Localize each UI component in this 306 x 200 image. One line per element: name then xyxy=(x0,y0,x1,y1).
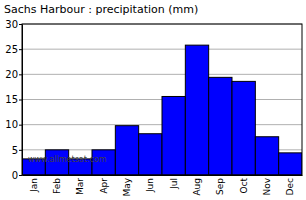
x-tick-label: Oct xyxy=(239,178,249,194)
x-tick-label: Nov xyxy=(262,177,272,195)
x-tick: Feb xyxy=(52,175,62,194)
x-tick-label: Apr xyxy=(99,178,109,194)
bar xyxy=(185,45,208,175)
y-tick: 15 xyxy=(5,94,22,105)
bar xyxy=(115,126,138,175)
bar xyxy=(255,137,278,175)
x-tick-label: Aug xyxy=(192,178,202,196)
x-tick: Dec xyxy=(285,175,295,195)
y-tick-label: 5 xyxy=(12,145,18,156)
y-tick-label: 10 xyxy=(5,119,18,130)
grid-line xyxy=(22,74,302,75)
y-tick: 30 xyxy=(5,19,22,30)
x-tick-label: Mar xyxy=(75,178,85,195)
y-axis: 0 5 10 15 20 25 30 xyxy=(5,19,22,181)
x-tick-label: Jul xyxy=(169,178,179,190)
x-tick: May xyxy=(122,175,132,197)
x-tick: Jul xyxy=(169,175,179,190)
annotation: www.allmetsat.com xyxy=(28,155,107,164)
chart-container: Sachs Harbour : precipitation (mm) 0 5 10 15… xyxy=(0,0,306,200)
x-tick-label: Feb xyxy=(52,178,62,194)
x-tick: Nov xyxy=(262,175,272,196)
x-tick-label: May xyxy=(122,177,132,196)
x-tick: Sep xyxy=(215,175,225,195)
y-tick: 20 xyxy=(5,69,22,80)
plot: 0 5 10 15 20 25 30 Jan Feb Mar Apr May Jun Jul Aug Sep O… xyxy=(5,19,302,197)
x-tick-label: Dec xyxy=(285,178,295,195)
x-tick: Oct xyxy=(239,175,249,194)
y-tick: 10 xyxy=(5,119,22,130)
y-tick-label: 0 xyxy=(12,170,18,181)
y-tick-label: 15 xyxy=(5,94,18,105)
grid-line xyxy=(22,49,302,50)
x-tick: Mar xyxy=(75,175,85,195)
x-tick-label: Sep xyxy=(215,178,225,195)
bar xyxy=(279,153,302,175)
x-tick: Jan xyxy=(29,175,39,193)
plot-frame xyxy=(22,24,302,175)
x-tick-label: Jan xyxy=(29,178,39,193)
x-tick-label: Jun xyxy=(145,178,155,193)
x-tick: Apr xyxy=(99,175,109,194)
title: Sachs Harbour : precipitation (mm) xyxy=(4,3,198,16)
bar xyxy=(232,81,255,175)
x-axis: Jan Feb Mar Apr May Jun Jul Aug Sep Oct Nov Dec xyxy=(23,175,303,197)
y-tick-label: 30 xyxy=(5,19,18,30)
y-tick-label: 25 xyxy=(5,44,18,55)
bar xyxy=(209,77,232,175)
y-tick-label: 20 xyxy=(5,69,18,80)
y-tick: 5 xyxy=(12,145,22,156)
x-tick: Aug xyxy=(192,175,202,196)
chart-svg: Sachs Harbour : precipitation (mm) 0 5 10 15… xyxy=(0,0,306,200)
bar xyxy=(162,96,185,175)
y-tick: 0 xyxy=(12,170,22,181)
y-tick: 25 xyxy=(5,44,22,55)
bar xyxy=(139,134,162,175)
x-tick: Jun xyxy=(145,175,155,193)
grid xyxy=(22,24,302,175)
bars xyxy=(22,45,302,175)
